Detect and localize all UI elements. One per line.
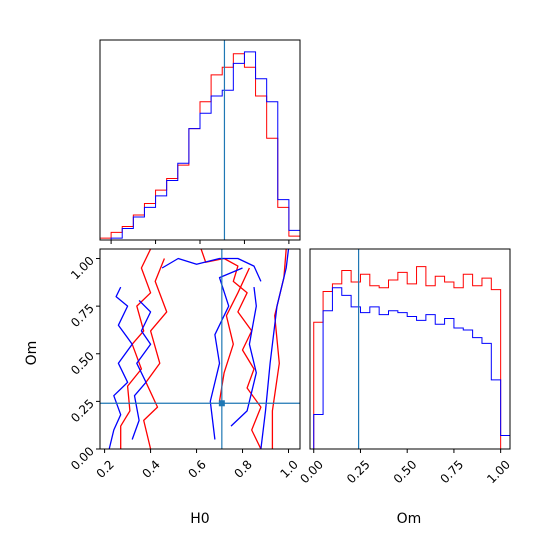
- contour-series-1-line-1: [131, 299, 152, 440]
- contour-series-1-line-2: [161, 257, 262, 282]
- contour-series-0-line-3: [218, 267, 250, 402]
- om-marginal-frame: [309, 248, 511, 450]
- x-axis-label-h0: H0: [190, 511, 209, 527]
- h0-marginal-panel: [99, 39, 301, 244]
- h0-histogram-series-1: [100, 51, 301, 241]
- contour-series-1-line-3: [209, 267, 243, 440]
- contour-series-0-line-1: [143, 258, 168, 449]
- contour-series-0-line-4: [271, 249, 287, 449]
- contour-series-1-line-5: [260, 249, 290, 449]
- contour-series-1-line-4: [230, 287, 257, 427]
- x-axis-label-om: Om: [397, 511, 422, 527]
- y-axis-label-om: Om: [24, 341, 40, 366]
- contour-series-0-line-2: [200, 249, 262, 449]
- om-histogram-series-1: [310, 287, 511, 450]
- om-histogram-series-0: [310, 266, 510, 450]
- contour-series-1-line-0: [108, 286, 133, 449]
- truth-point-marker: [218, 400, 225, 407]
- contour-frame: [99, 248, 301, 450]
- contour-lines: [108, 249, 290, 449]
